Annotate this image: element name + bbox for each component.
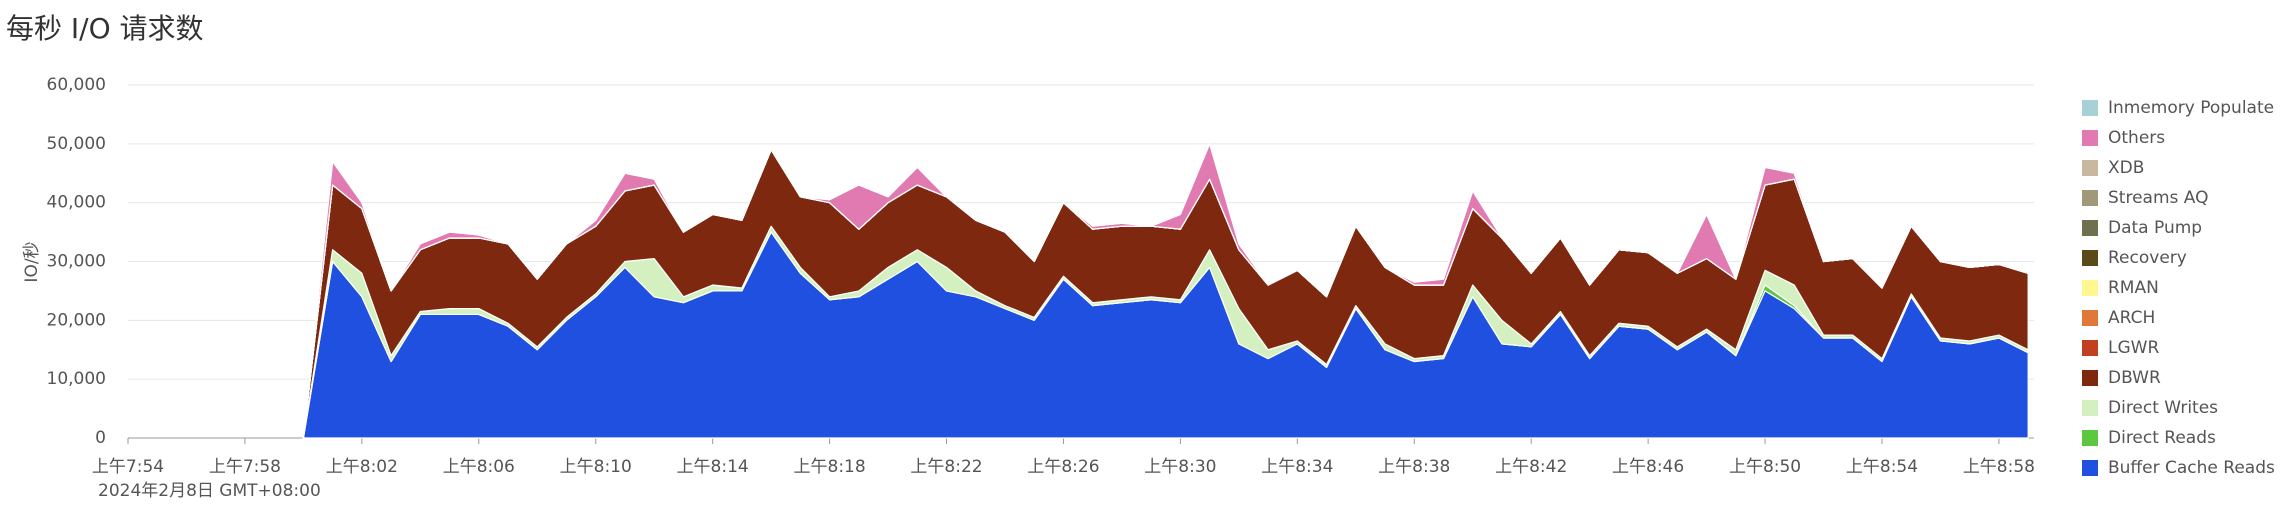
x-tick-label: 上午8:26 [1027, 457, 1099, 477]
x-sublabel: 2024年2月8日 GMT+08:00 [98, 481, 321, 501]
y-tick-label: 0 [95, 428, 106, 448]
y-axis-label: IO/秒 [22, 241, 42, 282]
legend-label: Streams AQ [2108, 188, 2208, 208]
legend-label: Data Pump [2108, 218, 2202, 238]
legend-label: XDB [2108, 158, 2144, 178]
legend-label: LGWR [2108, 338, 2159, 358]
y-tick-label: 10,000 [47, 369, 106, 389]
x-tick-label: 上午7:54 [92, 457, 164, 477]
legend-swatch [2082, 370, 2098, 386]
x-tick-label: 上午8:42 [1495, 457, 1567, 477]
chart-title: 每秒 I/O 请求数 [6, 12, 204, 45]
x-tick-label: 上午8:06 [443, 457, 515, 477]
x-tick-label: 上午8:34 [1261, 457, 1333, 477]
legend-swatch [2082, 220, 2098, 236]
legend-swatch [2082, 190, 2098, 206]
y-tick-label: 40,000 [47, 193, 106, 213]
legend-swatch [2082, 160, 2098, 176]
legend-label: Recovery [2108, 248, 2187, 268]
y-tick-label: 50,000 [47, 134, 106, 154]
x-tick-label: 上午8:14 [677, 457, 749, 477]
x-tick-label: 上午8:50 [1729, 457, 1801, 477]
area [302, 143, 2029, 439]
legend-swatch [2082, 310, 2098, 326]
legend-label: Direct Writes [2108, 398, 2218, 418]
legend-swatch [2082, 100, 2098, 116]
legend-swatch [2082, 340, 2098, 356]
x-tick-label: 上午8:02 [326, 457, 398, 477]
legend-swatch [2082, 130, 2098, 146]
y-tick-label: 30,000 [47, 252, 106, 272]
x-tick-label: 上午8:30 [1144, 457, 1216, 477]
legend-swatch [2082, 460, 2098, 476]
y-tick-label: 20,000 [47, 310, 106, 330]
legend-label: DBWR [2108, 368, 2161, 388]
x-tick-label: 上午8:58 [1963, 457, 2035, 477]
x-tick-label: 上午8:46 [1612, 457, 1684, 477]
x-tick-label: 上午7:58 [209, 457, 281, 477]
x-tick-label: 上午8:10 [560, 457, 632, 477]
legend-label: Inmemory Populate [2108, 98, 2274, 118]
legend-label: RMAN [2108, 278, 2159, 298]
legend-label: Others [2108, 128, 2165, 148]
legend-label: Direct Reads [2108, 428, 2216, 448]
legend-swatch [2082, 430, 2098, 446]
legend-swatch [2082, 250, 2098, 266]
x-tick-label: 上午8:18 [794, 457, 866, 477]
legend-label: Buffer Cache Reads [2108, 458, 2275, 478]
legend-label: ARCH [2108, 308, 2155, 328]
x-tick-label: 上午8:54 [1846, 457, 1918, 477]
x-tick-label: 上午8:38 [1378, 457, 1450, 477]
legend-swatch [2082, 280, 2098, 296]
y-tick-label: 60,000 [47, 75, 106, 95]
x-tick-label: 上午8:22 [910, 457, 982, 477]
legend-swatch [2082, 400, 2098, 416]
